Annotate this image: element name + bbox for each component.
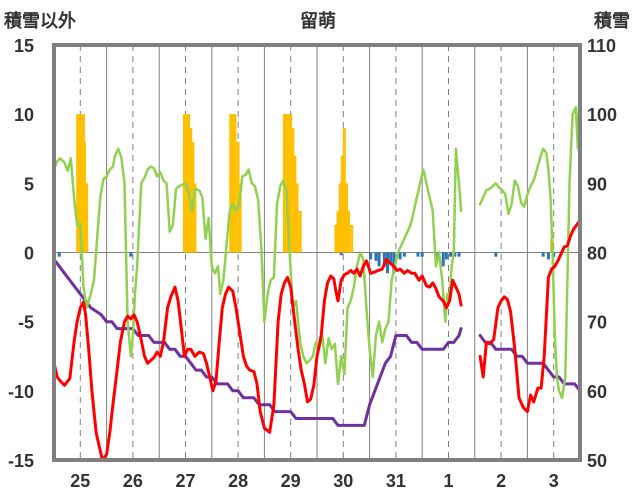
snowfall-bar: [238, 183, 242, 253]
left-tick-label: -15: [8, 451, 34, 471]
left-tick-label: 10: [14, 105, 34, 125]
x-tick-label: 25: [70, 471, 90, 491]
left-tick-label: -5: [18, 313, 34, 333]
snowfall-bar: [83, 141, 87, 253]
precip-bar: [382, 252, 386, 267]
snowfall-bar: [338, 183, 342, 253]
right-tick-label: 80: [587, 244, 607, 264]
x-tick-label: 29: [281, 471, 301, 491]
precip-bar: [398, 252, 402, 260]
right-tick-label: 110: [587, 36, 616, 56]
precip-bar: [374, 252, 378, 261]
snowfall-bar: [350, 224, 354, 253]
snowfall-bar: [236, 141, 240, 253]
left-tick-label: 0: [24, 244, 34, 264]
precip-bar: [392, 252, 396, 274]
right-tick-label: 50: [587, 451, 607, 471]
precip-bar: [377, 252, 381, 267]
green-series-line: [478, 71, 582, 400]
snowfall-bar: [231, 114, 235, 253]
green-series-line: [52, 147, 463, 386]
snowfall-bar: [334, 224, 338, 253]
precip-bar: [453, 252, 457, 257]
plot-border: [52, 43, 582, 462]
red-series-line: [478, 219, 582, 414]
plot-frame: [52, 43, 582, 462]
snowfall-bar: [193, 183, 197, 253]
x-tick-label: 1: [443, 471, 453, 491]
right-tick-label: 90: [587, 174, 607, 194]
snowfall-bar: [189, 128, 193, 253]
snowfall-bar: [229, 114, 233, 253]
precip-bar: [457, 252, 461, 257]
snowfall-bar: [289, 114, 293, 253]
precip-bar: [449, 252, 453, 257]
series-layer: [52, 71, 582, 462]
right-axis-label: 積雪: [593, 10, 630, 31]
snowfall-bar: [340, 155, 344, 253]
precip-bar: [339, 252, 343, 256]
snowfall-bar: [298, 211, 302, 253]
x-tick-label: 30: [333, 471, 353, 491]
precip-bar: [441, 252, 445, 267]
precip-bar: [494, 252, 498, 257]
precip-bar: [541, 252, 545, 257]
right-tick-label: 70: [587, 313, 607, 333]
precip-bar: [129, 252, 133, 257]
snowfall-bar: [77, 114, 81, 253]
x-tick-labels: 25 26 27 28 29 30 31 1 2 3: [70, 471, 558, 491]
snowfall-bar: [284, 114, 288, 253]
snowfall-bar: [85, 183, 89, 253]
red-series-line: [52, 257, 463, 462]
left-tick-label: 5: [24, 174, 34, 194]
precip-bar: [546, 252, 550, 260]
precip-bar: [416, 252, 420, 257]
left-axis-label: 積雪以外: [3, 10, 76, 31]
chart-title: 留萌: [300, 10, 336, 31]
precip-bar: [57, 252, 61, 257]
snowfall-bar: [347, 211, 351, 253]
left-tick-labels: 15 10 5 0 -5 -10 -15: [8, 36, 34, 471]
snowfall-bar: [187, 114, 191, 253]
right-tick-label: 100: [587, 105, 617, 125]
snowfall-bar: [76, 114, 80, 253]
snowfall-bar: [293, 155, 297, 253]
x-tick-label: 3: [549, 471, 559, 491]
snowfall-bar: [336, 211, 340, 253]
precip-bar: [402, 252, 406, 257]
precip-bar: [389, 252, 393, 264]
x-tick-label: 27: [175, 471, 195, 491]
x-tick-label: 28: [228, 471, 248, 491]
precip-bar: [369, 252, 373, 260]
right-tick-label: 60: [587, 382, 607, 402]
x-tick-label: 31: [386, 471, 406, 491]
x-tick-label: 2: [496, 471, 506, 491]
left-tick-label: -10: [8, 382, 34, 402]
right-tick-labels: 110 100 90 80 70 60 50: [587, 36, 617, 471]
snowfall-bar: [79, 114, 83, 253]
precip-bar: [385, 252, 389, 274]
x-tick-label: 26: [123, 471, 143, 491]
snowfall-bar: [287, 114, 291, 253]
left-tick-label: 15: [14, 36, 34, 56]
snowfall-bar: [291, 128, 295, 253]
snowfall-bar: [233, 114, 237, 253]
snowfall-bar: [295, 183, 299, 253]
precip-bar: [444, 252, 448, 260]
snowfall-bar: [342, 128, 346, 253]
precip-bar: [420, 252, 424, 257]
snowfall-bar: [344, 183, 348, 253]
